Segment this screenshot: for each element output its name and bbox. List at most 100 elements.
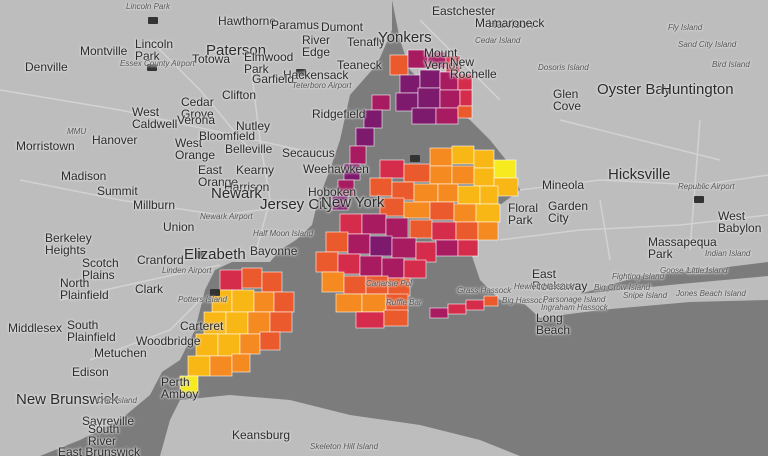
place-label-eastchester: Eastchester [432,4,496,18]
zip-zone[interactable] [459,89,473,107]
zip-zone[interactable] [475,203,501,223]
zip-zone[interactable] [415,241,437,263]
zip-zone[interactable] [437,183,459,203]
zip-zone[interactable] [253,291,275,313]
zip-zone[interactable] [389,54,409,76]
zip-zone[interactable] [447,303,467,315]
zip-zone[interactable] [403,163,431,183]
zip-zone[interactable] [209,355,233,377]
zip-zone[interactable] [355,311,385,329]
zip-zone[interactable] [399,74,421,94]
zip-zone[interactable] [457,239,479,257]
zip-zone[interactable] [343,275,367,295]
place-label-lincoln-park: Lincoln Park [135,37,174,63]
zip-zone[interactable] [347,233,371,255]
zip-zone[interactable] [335,293,363,313]
zip-zone[interactable] [321,271,345,293]
place-label-metuchen: Metuchen [94,346,147,360]
zip-zone[interactable] [385,217,409,239]
zip-zone[interactable] [383,309,409,327]
zip-zone[interactable] [439,89,461,109]
zip-zone[interactable] [179,375,199,395]
place-label-dosoris-island: Dosoris Island [538,63,589,72]
zip-zone[interactable] [413,183,439,203]
zip-zone[interactable] [261,271,283,293]
place-label-hanover: Hanover [92,133,138,147]
zip-zone[interactable] [371,94,391,111]
place-label-ridgefield: Ridgefield [312,107,366,121]
zip-zone[interactable] [239,333,261,355]
place-label-sand-city-island: Sand City Island [678,40,737,49]
zip-zone[interactable] [361,293,387,313]
zip-zone[interactable] [477,221,499,241]
zip-zone[interactable] [473,167,495,187]
zip-zone[interactable] [231,289,255,313]
place-label-mount-vernon: Mount Vernon [424,46,463,72]
zip-zone[interactable] [483,295,499,307]
zip-zone[interactable] [217,333,241,357]
zip-zone[interactable] [391,181,415,201]
place-label-keansburg: Keansburg [232,428,291,442]
zip-zone[interactable] [419,69,441,89]
zip-zone[interactable] [409,219,433,239]
place-label-ruffle-bar: Ruffle Bar [386,298,422,307]
zip-zone[interactable] [359,255,383,277]
zip-zone[interactable] [361,213,387,235]
place-label-nutley: Nutley [236,119,271,133]
zip-zone[interactable] [273,291,295,313]
zip-zone[interactable] [369,235,393,257]
zip-zone[interactable] [451,145,475,165]
zip-zone[interactable] [187,355,211,377]
zip-zone[interactable] [225,311,249,335]
zip-zone[interactable] [363,109,383,129]
zip-zone[interactable] [379,159,405,179]
place-label-hewlett-hassock: Hewlett Hassock [514,282,574,291]
place-label-millburn: Millburn [133,198,176,212]
zip-zone[interactable] [451,165,475,185]
zip-zone[interactable] [429,201,455,221]
zip-zone[interactable] [435,107,459,125]
zip-zone[interactable] [269,311,293,333]
zip-zone[interactable] [355,127,375,147]
place-label-paterson: Paterson [206,42,267,59]
place-label-ingraham-hassock: Ingraham Hassock [541,303,608,312]
place-label-summit: Summit [97,184,138,198]
zip-zone[interactable] [391,237,417,259]
zip-zone[interactable] [435,239,459,257]
zip-zone[interactable] [457,105,473,119]
airport-icon [410,155,420,162]
zip-zone[interactable] [453,203,477,223]
zip-zone[interactable] [417,87,441,109]
zip-zone[interactable] [231,353,251,373]
zip-zone[interactable] [431,221,457,241]
place-label-mamaroneck: Mamaroneck [475,16,545,30]
zip-zone[interactable] [429,307,449,319]
zip-zone[interactable] [403,201,431,219]
place-label-goose-island: Goose Island [660,266,708,275]
zip-zone[interactable] [429,147,453,167]
zip-zone[interactable] [339,213,363,235]
zip-zone[interactable] [325,231,349,253]
zip-zone[interactable] [219,269,243,291]
place-label-mineola: Mineola [542,178,585,192]
zip-zone[interactable] [411,107,437,125]
zip-zone[interactable] [457,185,481,205]
place-label-jersey-city: Jersey City [260,196,335,213]
zip-zone[interactable] [315,251,339,273]
zip-zone[interactable] [247,311,271,335]
zip-zone[interactable] [241,267,263,289]
zip-zone[interactable] [455,221,479,241]
airport-icon [296,69,306,76]
zip-zone[interactable] [259,331,281,351]
zip-zone[interactable] [429,165,453,185]
zip-zone[interactable] [473,149,495,169]
zip-zone[interactable] [403,259,427,279]
zip-zone[interactable] [381,257,405,279]
place-label-south-plainfield: South Plainfield [67,318,116,344]
zip-zone[interactable] [479,185,499,205]
zip-zone[interactable] [337,253,361,275]
zip-zone[interactable] [331,195,349,211]
zip-zone[interactable] [493,159,517,179]
zip-zone[interactable] [465,299,485,311]
